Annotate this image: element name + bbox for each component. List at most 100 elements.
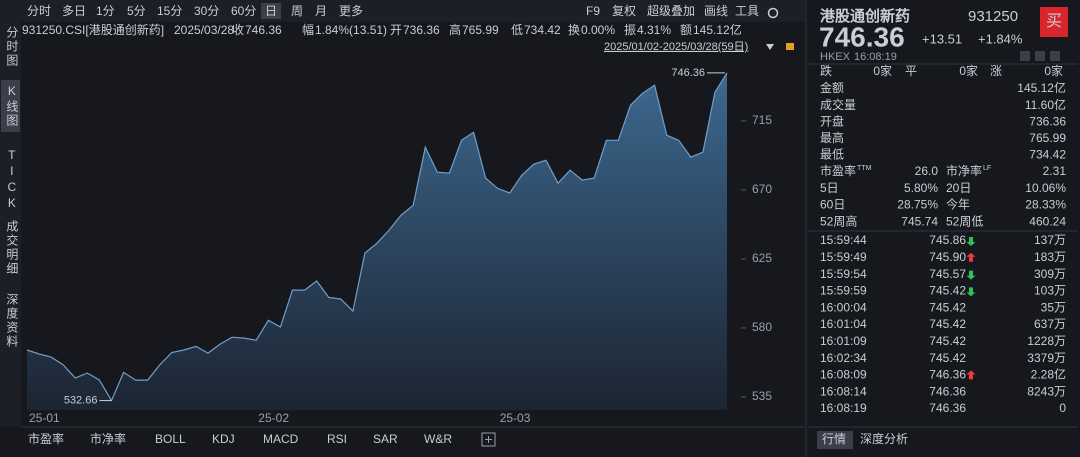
field-label: 高 (449, 22, 461, 37)
side-tab[interactable]: 分时图 (5, 26, 19, 68)
quote-change: +13.51 (922, 31, 962, 46)
active-tab-bg (261, 3, 281, 19)
tool-button[interactable]: F9 (586, 4, 600, 18)
indicator-tab[interactable]: SAR (373, 432, 398, 446)
side-tab[interactable]: 深度资料 (5, 293, 19, 349)
indicator-tab[interactable]: KDJ (212, 432, 235, 446)
buy-button-bg[interactable] (1040, 7, 1068, 37)
side-tab[interactable]: TICK (5, 148, 19, 212)
trade-volume: 3379万 (1027, 351, 1066, 365)
panel-icon[interactable] (1050, 51, 1060, 61)
indicator-tab[interactable]: MACD (263, 432, 299, 446)
lock-icon[interactable] (786, 43, 794, 50)
trade-time: 15:59:44 (820, 233, 867, 247)
panel-tab[interactable]: 行情 (822, 432, 846, 446)
dropdown-icon[interactable] (766, 44, 774, 50)
range-label[interactable]: 2025/01/02-2025/03/28(59日) (604, 41, 748, 53)
active-side-tab-bg (1, 80, 20, 132)
up-arrow (966, 370, 976, 380)
buy-button[interactable]: 买 (1046, 12, 1062, 30)
trade-time: 15:59:59 (820, 284, 867, 298)
trade-price: 746.36 (929, 401, 966, 415)
panel-icon[interactable] (1020, 51, 1030, 61)
period-tab[interactable]: 月 (315, 4, 327, 18)
trade-volume: 103万 (1034, 284, 1066, 298)
indicator-tab[interactable]: BOLL (155, 432, 186, 446)
period-tab[interactable]: 分时 (27, 4, 51, 18)
tool-button[interactable]: 工具 (735, 4, 759, 18)
breadth-value: 0家 (873, 63, 892, 78)
period-tab[interactable]: 日 (265, 4, 277, 18)
indicator-tab[interactable]: W&R (424, 432, 452, 446)
summary-value: 765.99 (1029, 131, 1066, 145)
trade-time: 16:01:09 (820, 334, 867, 348)
x-tick-label: 25-03 (500, 411, 531, 425)
symbol: 931250.CSI[港股通创新药] (22, 22, 164, 37)
tool-button[interactable]: 超级叠加 (647, 3, 695, 18)
trade-price: 745.42 (929, 284, 966, 298)
period-tab[interactable]: 周 (291, 4, 303, 18)
field-label: 收 (232, 23, 244, 37)
trade-time: 16:08:14 (820, 384, 867, 398)
trade-price: 745.86 (929, 233, 966, 247)
trade-time: 15:59:54 (820, 267, 867, 281)
metric-label: 市净率 (946, 163, 982, 178)
field-label: 开 (390, 23, 402, 37)
quote-price: 746.36 (819, 21, 905, 52)
trade-volume: 309万 (1034, 267, 1066, 281)
tool-button[interactable]: 复权 (612, 4, 636, 18)
trade-price: 745.42 (929, 351, 966, 365)
breadth-label: 平 (905, 64, 917, 78)
panel-icon[interactable] (1035, 51, 1045, 61)
summary-label: 最高 (820, 130, 844, 145)
indicator-tab[interactable]: RSI (327, 432, 347, 446)
summary-value: 734.42 (1029, 148, 1066, 162)
settings-icon[interactable] (767, 7, 779, 19)
add-indicator[interactable] (481, 432, 496, 447)
y-tick-label: 715 (752, 113, 772, 127)
field-value: 734.42 (524, 23, 561, 37)
side-tab[interactable]: 成交明细 (5, 220, 19, 276)
metric-label: 市盈率 (820, 163, 856, 178)
panel-tab[interactable]: 深度分析 (860, 431, 908, 446)
y-tick-label: 535 (752, 389, 772, 403)
quote-change-pct: +1.84% (978, 31, 1023, 46)
indicator-tab[interactable]: 市盈率 (28, 431, 64, 446)
period-tab[interactable]: 5分 (127, 4, 146, 18)
period-tab[interactable]: 更多 (339, 4, 363, 18)
summary-value: 11.60亿 (1025, 97, 1066, 112)
field-label: 低 (511, 23, 523, 37)
breadth-value: 0家 (959, 63, 978, 78)
trade-volume: 8243万 (1027, 384, 1066, 398)
field-value: 0.00% (581, 23, 615, 37)
period-tab[interactable]: 60分 (231, 4, 256, 18)
y-tick-label: 580 (752, 320, 772, 334)
field-value: 145.12亿 (693, 22, 742, 37)
summary-value: 145.12亿 (1017, 80, 1066, 95)
down-arrow (966, 287, 976, 297)
period-tab[interactable]: 30分 (194, 4, 219, 18)
indicator-tab[interactable]: 市净率 (90, 431, 126, 446)
up-arrow (966, 252, 976, 262)
metric-value: 28.75% (897, 198, 938, 212)
metric-sup: TTM (857, 165, 872, 172)
period-tab[interactable]: 多日 (62, 4, 86, 18)
tool-button[interactable]: 画线 (704, 4, 728, 18)
summary-value: 736.36 (1029, 114, 1066, 128)
trade-price: 746.36 (929, 368, 966, 382)
trade-volume: 35万 (1041, 300, 1066, 314)
period-tab[interactable]: 15分 (157, 4, 182, 18)
summary-label: 最低 (820, 148, 844, 162)
field-label: 幅 (302, 22, 314, 37)
max-annotation: 746.36 (671, 67, 705, 79)
field-value: 736.36 (403, 23, 440, 37)
field-label: 振 (624, 23, 636, 37)
field-value: 765.99 (462, 23, 499, 37)
metric-label: 20日 (946, 181, 971, 195)
trade-time: 16:08:09 (820, 368, 867, 382)
metric-label: 5日 (820, 181, 839, 195)
trade-volume: 137万 (1034, 233, 1066, 247)
area-fill (27, 72, 727, 411)
side-tab[interactable]: K线图 (5, 84, 19, 128)
period-tab[interactable]: 1分 (96, 4, 115, 18)
